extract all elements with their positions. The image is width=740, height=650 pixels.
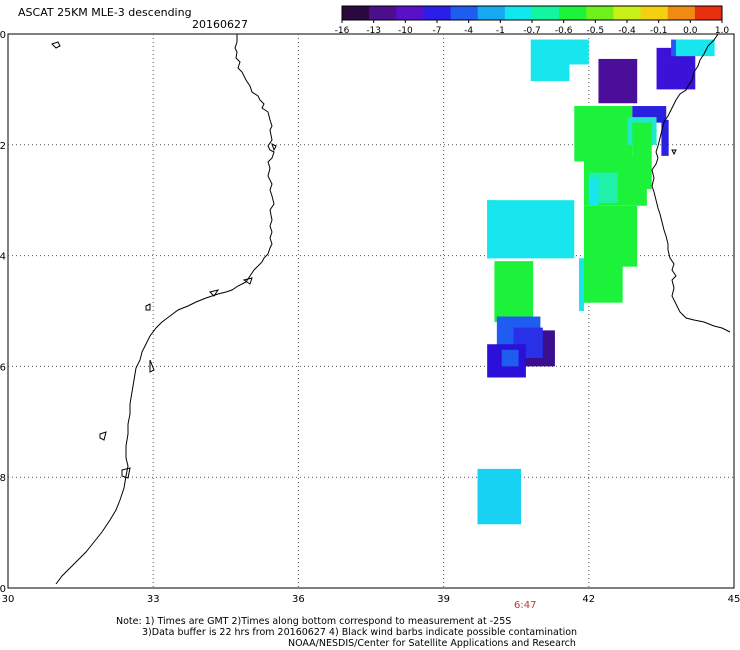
colorbar-tick-label: -1 — [496, 26, 505, 36]
madagascar-islet — [671, 149, 677, 156]
lat-label: -24 — [0, 252, 6, 263]
data-cell — [588, 178, 599, 206]
lat-label: -30 — [0, 584, 6, 595]
colorbar-swatch — [396, 6, 424, 20]
colorbar-tick-label: -0.6 — [555, 26, 573, 36]
colorbar-tick-label: -13 — [366, 26, 381, 36]
colorbar: -16 -13 -10 -7 -4 -1 -0.7 -0.6 -0.5 -0.4 -0.1 0.0 1.… — [335, 5, 730, 36]
time-label: 6:47 — [514, 600, 537, 611]
data-cell — [579, 258, 584, 311]
data-cell — [530, 39, 570, 82]
coastline — [51, 33, 731, 585]
colorbar-swatch — [613, 6, 642, 20]
colorbar-tick-label: -4 — [464, 26, 473, 36]
colorbar-swatch — [450, 6, 479, 20]
lon-label: 45 — [728, 594, 740, 605]
data-cell — [487, 200, 575, 259]
lat-label: -28 — [0, 473, 6, 484]
data-cell — [661, 119, 669, 156]
note-line-1: Note: 1) Times are GMT 2)Times along bot… — [116, 616, 512, 627]
colorbar-tick-label: -0.5 — [587, 26, 605, 36]
island-5 — [121, 467, 131, 479]
data-cell — [501, 349, 519, 367]
lon-label: 36 — [292, 594, 305, 605]
madagascar-coastline — [651, 33, 731, 333]
colorbar-swatch — [477, 6, 506, 20]
coast-detail-2 — [242, 277, 253, 285]
lat-label: -26 — [0, 362, 6, 373]
colorbar-tick-label: -0.1 — [650, 26, 668, 36]
colorbar-swatch — [504, 6, 533, 20]
coast-detail-1 — [271, 143, 277, 152]
data-cell — [574, 106, 633, 162]
latitude-labels: -20 -22 -24 -26 -28 -30 — [0, 30, 6, 595]
note-line-3: NOAA/NESDIS/Center for Satellite Applica… — [288, 638, 576, 649]
data-cell — [675, 39, 715, 57]
data-cell — [477, 468, 522, 525]
data-cell — [494, 261, 534, 323]
note-line-2: 3)Data buffer is 22 hrs from 20160627 4)… — [142, 627, 578, 638]
island-4 — [149, 359, 155, 373]
data-cell — [598, 58, 638, 104]
island-2 — [145, 303, 151, 311]
lat-label: -22 — [0, 141, 6, 152]
data-cell — [583, 205, 638, 267]
plot-frame — [7, 33, 735, 589]
colorbar-tick-label: -16 — [335, 26, 350, 36]
colorbar-tick-label: -10 — [398, 26, 413, 36]
colorbar-swatch — [667, 6, 696, 20]
data-cell — [487, 200, 497, 259]
colorbar-tick-label: 0.0 — [683, 26, 698, 36]
data-cell — [579, 258, 623, 303]
colorbar-tick-label: -0.7 — [523, 26, 541, 36]
colorbar-swatch — [640, 6, 669, 20]
colorbar-swatch — [694, 6, 723, 20]
island-1 — [51, 41, 61, 49]
colorbar-swatch — [423, 6, 452, 20]
data-cell — [564, 39, 589, 65]
map-title: ASCAT 25KM MLE-3 descending — [18, 6, 192, 19]
lat-label: -20 — [0, 30, 6, 41]
colorbar-tick-label: 1.0 — [715, 26, 730, 36]
colorbar-swatch — [342, 6, 370, 20]
lon-label: 30 — [2, 594, 15, 605]
map-date: 20160627 — [192, 18, 248, 31]
lon-label: 33 — [147, 594, 160, 605]
colorbar-swatch — [369, 6, 397, 20]
coast-detail-3 — [209, 289, 220, 297]
colorbar-swatch — [559, 6, 587, 20]
longitude-labels: 30 33 36 39 42 45 — [2, 594, 740, 605]
colorbar-tick-label: -7 — [433, 26, 442, 36]
colorbar-swatch — [586, 6, 614, 20]
colorbar-swatch — [532, 6, 560, 20]
lon-label: 39 — [437, 594, 450, 605]
island-3 — [99, 431, 107, 441]
africa-coastline — [55, 34, 275, 585]
lon-label: 42 — [582, 594, 595, 605]
data-cells — [477, 39, 715, 525]
colorbar-tick-label: -0.4 — [618, 26, 636, 36]
